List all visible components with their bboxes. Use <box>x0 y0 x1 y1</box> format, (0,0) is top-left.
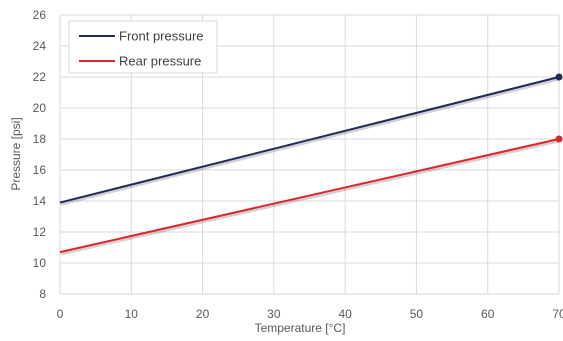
y-tick-label: 26 <box>33 8 47 22</box>
x-tick-label: 30 <box>267 307 281 321</box>
x-tick-label: 10 <box>125 307 139 321</box>
x-tick-label: 0 <box>57 307 64 321</box>
series-line-rear-pressure <box>59 138 560 254</box>
legend-box <box>68 20 218 74</box>
legend: Front pressure Rear pressure <box>68 20 218 74</box>
y-tick-label: 12 <box>33 225 47 239</box>
y-tick-label: 18 <box>33 132 47 146</box>
legend-label-rear-pressure: Rear pressure <box>119 54 201 69</box>
series-line-shadow-front-pressure <box>60 77 561 206</box>
y-axis-ticks: 8 10 12 14 16 18 20 22 24 26 <box>33 8 47 301</box>
x-tick-label: 50 <box>410 307 424 321</box>
y-tick-label: 8 <box>39 287 46 301</box>
legend-label-front-pressure: Front pressure <box>119 29 204 44</box>
x-axis-ticks: 0 10 20 30 40 50 60 70 <box>57 307 563 321</box>
y-tick-label: 16 <box>33 163 47 177</box>
series-line-shadow-rear-pressure <box>60 139 561 256</box>
x-tick-label: 40 <box>338 307 352 321</box>
x-tick-label: 20 <box>196 307 210 321</box>
x-tick-label: 70 <box>552 307 563 321</box>
y-tick-label: 10 <box>33 256 47 270</box>
y-tick-label: 22 <box>33 70 47 84</box>
series-marker-rear-pressure <box>555 135 563 143</box>
y-tick-label: 24 <box>33 39 47 53</box>
y-axis-title: Pressure [psi] <box>9 117 23 190</box>
x-axis-title: Temperature [°C] <box>255 321 346 335</box>
series-lines <box>59 73 563 256</box>
series-marker-front-pressure <box>555 73 563 81</box>
y-tick-label: 14 <box>33 194 47 208</box>
x-tick-label: 60 <box>481 307 495 321</box>
y-tick-label: 20 <box>33 101 47 115</box>
series-line-front-pressure <box>59 76 560 204</box>
